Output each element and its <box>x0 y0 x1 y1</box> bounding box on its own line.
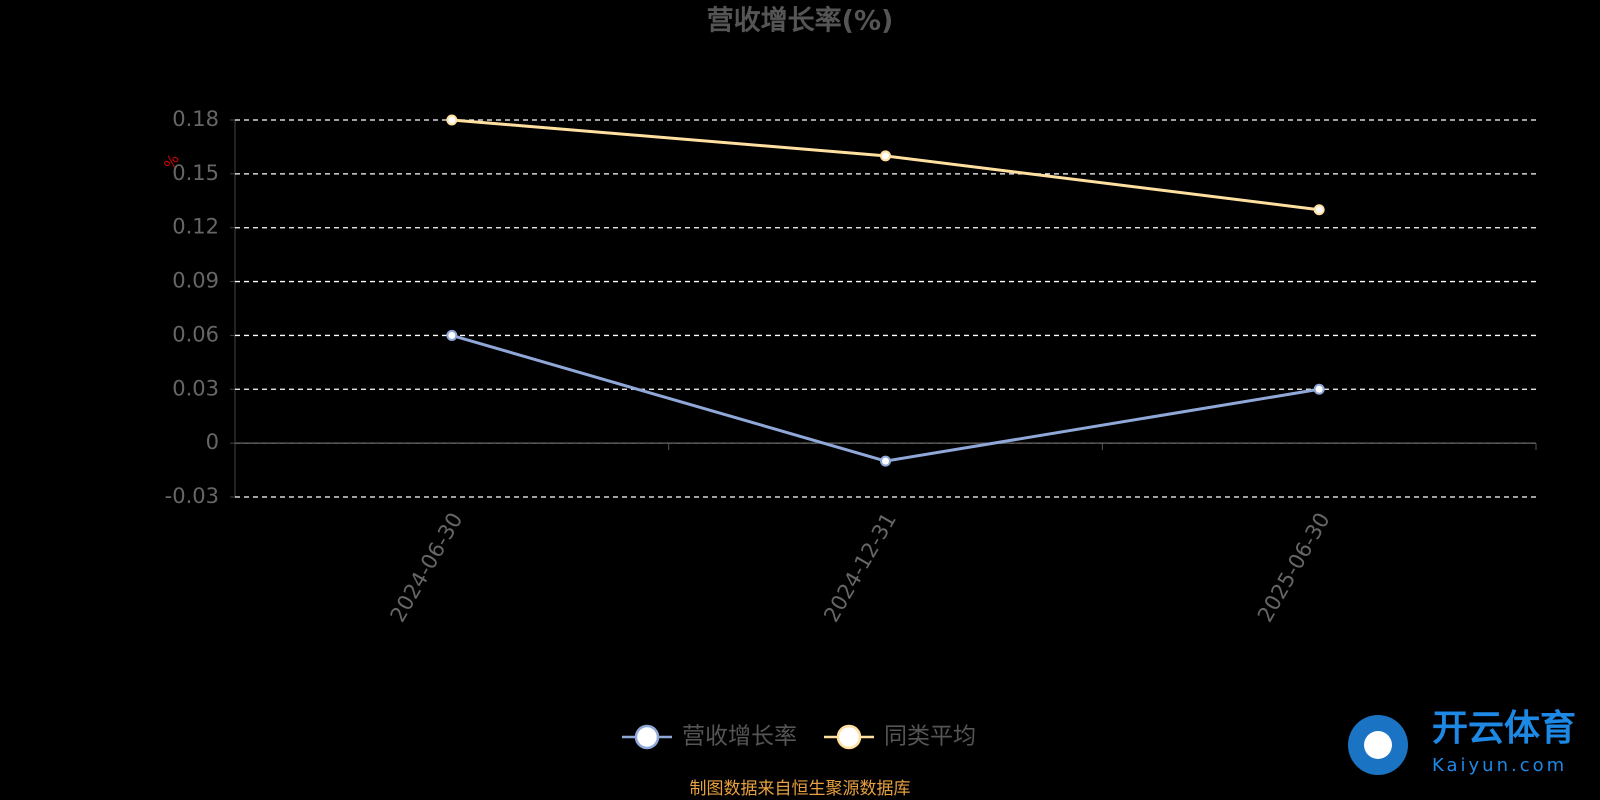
data-point <box>1313 204 1325 216</box>
watermark-site: Kaiyun.com <box>1432 755 1567 776</box>
y-tick-label: 0.06 <box>172 322 219 346</box>
watermark-name: 开云体育 <box>1432 708 1576 749</box>
legend-marker <box>836 724 862 750</box>
y-tick-label: 0.12 <box>172 215 219 239</box>
legend-marker <box>634 724 660 750</box>
watermark-logo-ball <box>1364 731 1392 759</box>
y-tick-label: 0 <box>206 430 219 454</box>
data-point <box>446 329 458 341</box>
data-point <box>880 455 891 467</box>
y-tick-label: 0.15 <box>172 161 219 185</box>
data-point <box>880 150 891 162</box>
data-point <box>1313 383 1325 395</box>
chart-title: 营收增长率(%) <box>707 5 894 37</box>
data-point <box>446 114 458 126</box>
source-note: 制图数据来自恒生聚源数据库 <box>690 779 911 799</box>
y-tick-label: 0.09 <box>172 269 219 293</box>
legend-label[interactable]: 营收增长率 <box>682 724 797 750</box>
watermark: 开云体育 Kaiyun.com <box>1348 708 1576 776</box>
legend: 营收增长率 同类平均 <box>622 724 976 750</box>
legend-label[interactable]: 同类平均 <box>884 724 976 750</box>
y-tick-label: 0.18 <box>172 107 219 131</box>
y-tick-label: 0.03 <box>172 376 219 400</box>
y-tick-label: -0.03 <box>165 484 219 508</box>
